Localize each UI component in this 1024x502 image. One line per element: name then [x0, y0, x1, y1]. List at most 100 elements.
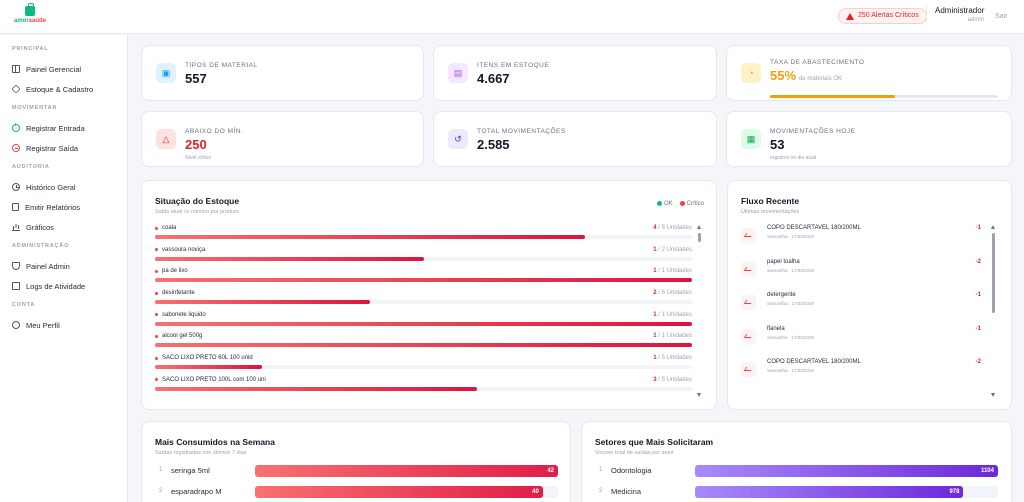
stock-item-qty: 1 / 5 Unidades	[653, 355, 692, 361]
stock-scrollbar[interactable]	[697, 225, 702, 397]
rank-bar: 978	[695, 486, 964, 498]
flow-row[interactable]: COPO DESCARTAVEL 180/200ML Samantha · 17/…	[741, 359, 989, 393]
stock-row[interactable]: vassoura noviça 1 / 2 Unidades	[155, 247, 692, 269]
stock-row[interactable]: coala 4 / 5 Unidades	[155, 225, 692, 247]
flow-row[interactable]: flanela Samantha · 17/03/2026 -1	[741, 326, 989, 360]
stock-list: coala 4 / 5 Unidades vassoura noviça 1 / 2 …	[155, 225, 692, 399]
stock-item-name: sabonete liquido	[155, 312, 206, 318]
sidebar-section-title: PRINCIPAL	[12, 46, 49, 52]
history-icon	[12, 183, 20, 191]
top-bar: amorsaúde 250 Alertas Críticos Administr…	[0, 0, 1024, 34]
stock-item-qty: 1 / 1 Unidades	[653, 268, 692, 274]
panel-title: Situação do Estoque	[155, 196, 240, 206]
red-dot-icon	[679, 201, 685, 206]
flow-item-delta: -1	[975, 225, 981, 231]
trend-down-icon	[741, 295, 756, 310]
critical-dot-icon	[155, 226, 158, 230]
scroll-thumb[interactable]	[698, 233, 701, 242]
stock-qty-current: 3	[653, 376, 657, 383]
scroll-up-icon[interactable]	[991, 225, 995, 229]
stat-sub: registros no dia atual	[770, 155, 817, 161]
stat-value: 4.667	[477, 71, 510, 86]
rank-row[interactable]: 2 esparadrapo M 40	[155, 486, 558, 502]
trend-down-icon	[741, 228, 756, 243]
stat-card-today: ▦ Movimentações Hoje 53 registros no dia…	[726, 111, 1012, 167]
sidebar-item-logs-atividade[interactable]: Logs de Atividade	[0, 276, 127, 296]
legend-critical: Crítico	[679, 201, 704, 207]
stat-label: Itens em Estoque	[477, 62, 550, 69]
critical-dot-icon	[155, 269, 158, 273]
critical-alerts-label: 250 Alertas Críticos	[858, 12, 919, 19]
scroll-down-icon[interactable]	[697, 393, 701, 397]
stock-bar-fill	[155, 300, 370, 305]
stock-item-name: coala	[155, 225, 176, 231]
stock-item-label: vassoura noviça	[162, 246, 206, 253]
stock-item-qty: 1 / 1 Unidades	[653, 312, 692, 318]
sidebar-item-estoque-cadastro[interactable]: Estoque & Cadastro	[0, 79, 127, 99]
sidebar-item-registrar-entrada[interactable]: Registrar Entrada	[0, 118, 127, 138]
sidebar-item-label: Painel Admin	[26, 261, 70, 271]
stock-item-label: SACO LIXO PRETO 100L com 100 uni	[162, 376, 266, 383]
sidebar-item-label: Logs de Atividade	[26, 281, 86, 291]
flow-item-meta: Samantha · 17/03/2026	[767, 234, 815, 239]
scroll-down-icon[interactable]	[991, 393, 995, 397]
shield-icon	[12, 262, 20, 270]
sidebar-item-painel-gerencial[interactable]: Painel Gerencial	[0, 59, 127, 79]
medical-bag-icon	[25, 3, 35, 16]
scroll-up-icon[interactable]	[697, 225, 701, 229]
stock-row[interactable]: desinfetante 2 / 5 Unidades	[155, 290, 692, 312]
stock-bar-fill	[155, 321, 692, 326]
sidebar-item-graficos[interactable]: Gráficos	[0, 217, 127, 237]
warning-icon: △	[156, 129, 176, 149]
stat-label: Abaixo do Mín.	[185, 128, 244, 135]
stock-item-label: alcool gel 500g	[162, 333, 203, 340]
stock-qty-min: / 2 Unidades	[658, 246, 692, 253]
flow-row[interactable]: detergente Samantha · 17/03/2026 -1	[741, 292, 989, 326]
panel-title: Mais Consumidos na Semana	[155, 437, 275, 447]
stock-item-name: pa de lixo	[155, 268, 188, 274]
stock-row[interactable]: alcool gel 500g 1 / 1 Unidades	[155, 333, 692, 355]
stock-row[interactable]: pa de lixo 1 / 1 Unidades	[155, 268, 692, 290]
stock-row[interactable]: sabonete liquido 1 / 1 Unidades	[155, 312, 692, 334]
stock-bar-track	[155, 343, 692, 348]
stock-row[interactable]: SACO LIXO PRETO 100L com 100 uni 3 / 5 Un…	[155, 377, 692, 399]
stat-card-items: ▤ Itens em Estoque 4.667	[433, 45, 717, 101]
stock-bar-fill	[155, 278, 692, 283]
logout-link[interactable]: Sair	[995, 13, 1008, 20]
sidebar-item-meu-perfil[interactable]: Meu Perfil	[0, 315, 127, 335]
flow-scrollbar[interactable]	[991, 225, 996, 397]
flow-row[interactable]: COPO DESCARTAVEL 180/200ML Samantha · 17/…	[741, 225, 989, 259]
sidebar-item-registrar-saida[interactable]: Registrar Saída	[0, 138, 127, 158]
sidebar-item-emitir-relatorios[interactable]: Emitir Relatórios	[0, 197, 127, 217]
stat-value-row: 55% de materiais OK	[770, 68, 842, 83]
brand-name: amorsaúde	[13, 18, 46, 24]
stock-qty-min: / 5 Unidades	[658, 290, 692, 297]
scroll-thumb[interactable]	[992, 233, 995, 313]
rank-number: 1	[159, 467, 163, 473]
stock-bar-fill	[155, 365, 263, 370]
trend-down-icon	[741, 362, 756, 377]
stock-item-label: SACO LIXO PRETO 60L 100 unid	[162, 355, 253, 362]
stock-bar-fill	[155, 343, 692, 348]
sidebar-item-historico-geral[interactable]: Histórico Geral	[0, 177, 127, 197]
stat-card-materials: ▣ Tipos de Material 557	[141, 45, 424, 101]
rank-row[interactable]: 1 Odontologia 1104	[595, 465, 998, 486]
stock-row[interactable]: SACO LIXO PRETO 60L 100 unid 1 / 5 Unidad…	[155, 355, 692, 377]
stock-qty-min: / 1 Unidades	[658, 268, 692, 275]
critical-dot-icon	[155, 378, 158, 382]
rank-row[interactable]: 1 seringa 5ml 42	[155, 465, 558, 486]
flow-row[interactable]: papel toalha Samantha · 17/03/2026 -2	[741, 259, 989, 293]
flow-item-delta: -1	[975, 292, 981, 298]
brand-logo[interactable]: amorsaúde	[12, 3, 48, 24]
stock-bar-track	[155, 278, 692, 283]
critical-dot-icon	[155, 248, 158, 252]
document-icon	[12, 203, 19, 211]
sidebar-item-painel-admin[interactable]: Painel Admin	[0, 256, 127, 276]
stock-bar-fill	[155, 256, 424, 261]
user-icon	[12, 321, 20, 329]
critical-alerts-badge[interactable]: 250 Alertas Críticos	[838, 8, 927, 24]
sidebar-section-title: AUDITORIA	[12, 164, 50, 170]
rank-row[interactable]: 2 Medicina 978	[595, 486, 998, 502]
sidebar: PRINCIPAL Painel Gerencial Estoque & Cad…	[0, 35, 128, 502]
stock-item-qty: 2 / 5 Unidades	[653, 290, 692, 296]
